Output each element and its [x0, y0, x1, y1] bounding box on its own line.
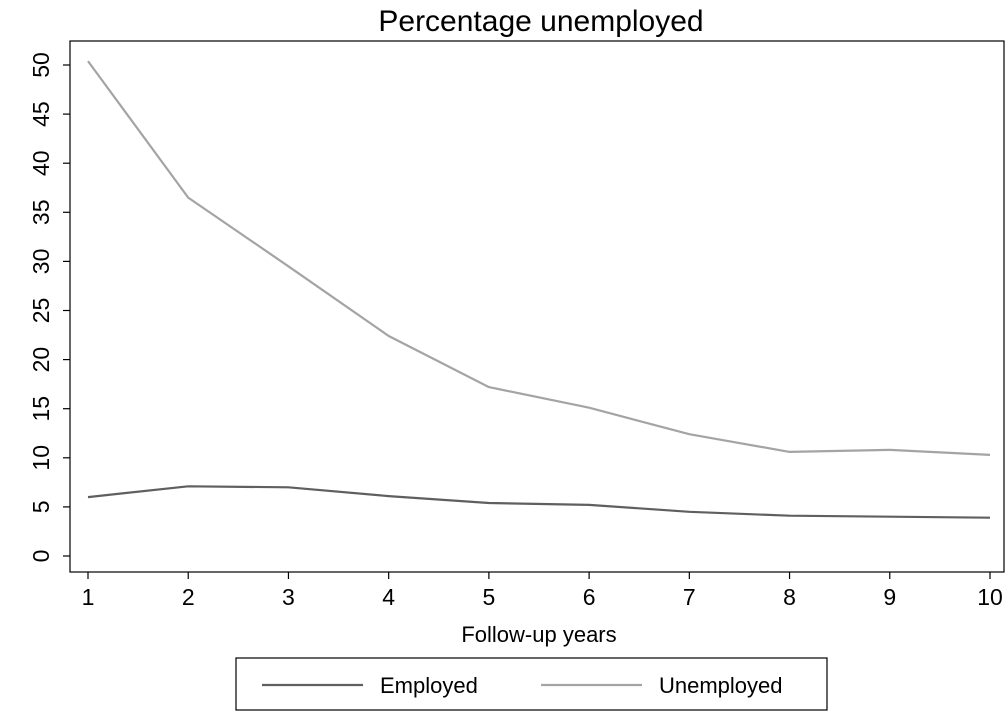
x-tick-label: 5 — [482, 584, 495, 610]
y-tick-label: 30 — [28, 249, 54, 275]
y-tick-label: 0 — [28, 550, 54, 563]
x-tick-label: 9 — [883, 584, 896, 610]
legend: Employed Unemployed — [235, 657, 828, 711]
plot-frame — [69, 40, 1005, 573]
y-tick-label: 45 — [28, 101, 54, 127]
x-tick-label: 10 — [977, 584, 1003, 610]
x-tick-label: 3 — [282, 584, 295, 610]
x-tick-label: 2 — [182, 584, 195, 610]
y-tick-label: 25 — [28, 298, 54, 324]
y-tick-label: 40 — [28, 150, 54, 176]
y-tick-label: 50 — [28, 52, 54, 78]
y-tick-label: 35 — [28, 200, 54, 226]
y-tick-label: 10 — [28, 445, 54, 471]
legend-label-unemployed: Unemployed — [659, 673, 783, 698]
x-tick-label: 7 — [683, 584, 696, 610]
legend-label-employed: Employed — [380, 673, 478, 698]
series-line-unemployed — [87, 60, 991, 456]
y-tick-label: 15 — [28, 396, 54, 422]
y-tick-label: 5 — [28, 501, 54, 514]
x-tick-label: 6 — [583, 584, 596, 610]
y-tick-label: 20 — [28, 347, 54, 373]
series-line-employed — [87, 485, 991, 519]
x-tick-label: 4 — [382, 584, 395, 610]
x-tick-label: 1 — [82, 584, 95, 610]
x-axis-title: Follow-up years — [461, 622, 616, 647]
chart-title: Percentage unemployed — [378, 5, 703, 38]
x-tick-label: 8 — [783, 584, 796, 610]
